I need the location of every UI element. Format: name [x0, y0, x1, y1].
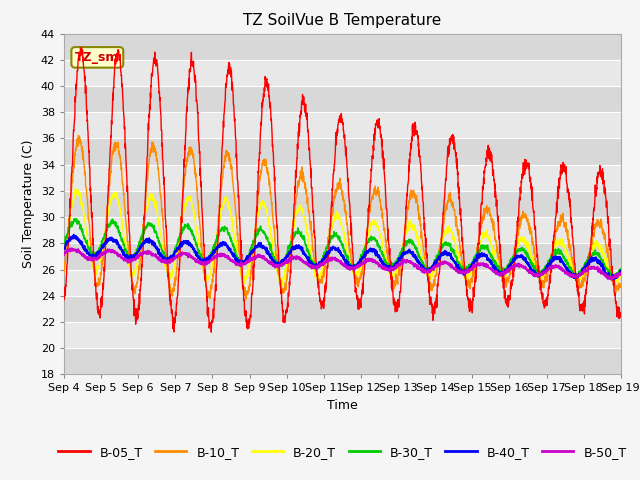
Line: B-50_T: B-50_T: [64, 249, 621, 279]
Bar: [64, 86, 621, 112]
B-40_T: [584, 262, 591, 267]
B-30_T: [611, 275, 619, 281]
B-20_T: [72, 186, 79, 192]
B-05_T: [568, 223, 576, 229]
Title: TZ SoilVue B Temperature: TZ SoilVue B Temperature: [243, 13, 442, 28]
B-20_T: [568, 262, 576, 267]
B-40_T: [371, 250, 379, 255]
B-05_T: [584, 274, 591, 279]
B-50_T: [216, 253, 223, 259]
Line: B-05_T: B-05_T: [64, 48, 621, 332]
Line: B-20_T: B-20_T: [64, 189, 621, 286]
B-50_T: [568, 273, 575, 279]
Bar: [64, 296, 621, 322]
B-40_T: [60, 245, 68, 251]
B-10_T: [371, 191, 379, 196]
B-50_T: [60, 252, 68, 258]
B-30_T: [216, 228, 223, 234]
B-05_T: [359, 291, 367, 297]
B-50_T: [359, 260, 367, 265]
B-30_T: [359, 252, 367, 258]
Bar: [64, 60, 621, 86]
B-20_T: [505, 264, 513, 270]
B-10_T: [359, 260, 367, 266]
Bar: [64, 112, 621, 138]
Text: TZ_sm: TZ_sm: [75, 51, 120, 64]
B-10_T: [568, 256, 576, 262]
B-30_T: [617, 266, 625, 272]
Y-axis label: Soil Temperature (C): Soil Temperature (C): [22, 140, 35, 268]
B-05_T: [207, 329, 215, 335]
B-40_T: [568, 272, 575, 278]
Bar: [64, 34, 621, 60]
Bar: [64, 270, 621, 296]
B-30_T: [584, 257, 591, 263]
B-20_T: [278, 283, 286, 289]
B-30_T: [371, 236, 379, 241]
B-05_T: [371, 126, 379, 132]
Bar: [64, 217, 621, 243]
B-30_T: [504, 263, 512, 269]
B-10_T: [584, 264, 591, 269]
B-05_T: [60, 293, 68, 299]
B-20_T: [617, 269, 625, 275]
Bar: [64, 243, 621, 270]
B-20_T: [60, 251, 68, 256]
Line: B-40_T: B-40_T: [64, 235, 621, 279]
Bar: [64, 348, 621, 374]
B-30_T: [568, 268, 575, 274]
B-40_T: [504, 263, 512, 269]
B-40_T: [617, 268, 625, 274]
B-50_T: [371, 257, 379, 263]
B-10_T: [60, 269, 68, 275]
B-50_T: [66, 246, 74, 252]
Bar: [64, 191, 621, 217]
B-20_T: [216, 216, 223, 222]
Bar: [64, 322, 621, 348]
Bar: [64, 138, 621, 165]
B-30_T: [72, 216, 80, 221]
Line: B-10_T: B-10_T: [64, 135, 621, 299]
B-05_T: [505, 300, 513, 306]
B-10_T: [505, 279, 513, 285]
Bar: [64, 165, 621, 191]
Line: B-30_T: B-30_T: [64, 218, 621, 278]
B-50_T: [504, 267, 512, 273]
X-axis label: Time: Time: [327, 399, 358, 412]
B-50_T: [608, 276, 616, 282]
Legend: B-05_T, B-10_T, B-20_T, B-30_T, B-40_T, B-50_T: B-05_T, B-10_T, B-20_T, B-30_T, B-40_T, …: [53, 441, 632, 464]
B-10_T: [75, 132, 83, 138]
B-05_T: [617, 312, 625, 318]
B-40_T: [359, 256, 367, 262]
B-40_T: [608, 276, 616, 282]
B-20_T: [359, 255, 367, 261]
B-30_T: [60, 240, 68, 246]
B-10_T: [243, 296, 250, 302]
B-50_T: [584, 267, 591, 273]
B-20_T: [371, 220, 379, 226]
B-20_T: [584, 261, 591, 266]
B-40_T: [216, 244, 223, 250]
B-50_T: [617, 270, 625, 276]
B-40_T: [70, 232, 77, 238]
B-05_T: [216, 204, 223, 209]
B-10_T: [216, 202, 223, 207]
B-05_T: [77, 45, 85, 50]
B-10_T: [617, 281, 625, 287]
